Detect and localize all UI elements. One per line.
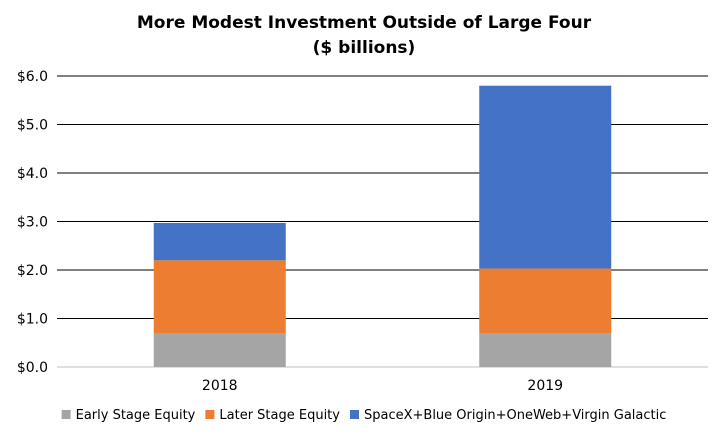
legend-item: SpaceX+Blue Origin+OneWeb+Virgin Galacti… [349, 408, 666, 423]
bar-2018-later-stage-equity [153, 260, 286, 334]
legend-label: Later Stage Equity [219, 408, 340, 423]
bar-2019-early-stage-equity [479, 333, 612, 367]
legend-label: Early Stage Equity [76, 408, 196, 423]
y-tick-label: $0.0 [17, 360, 48, 376]
x-tick-label: 2019 [527, 378, 563, 394]
axes: $0.0 $1.0 $2.0 $3.0 $4.0 $5.0 $6.0 2018 2019 [17, 69, 563, 394]
y-tick-label: $4.0 [17, 166, 48, 182]
chart-subtitle: ($ billions) [313, 38, 416, 58]
bar-2019-later-stage-equity [479, 268, 612, 334]
legend-swatch [205, 410, 215, 419]
y-tick-label: $6.0 [17, 69, 48, 85]
legend: Early Stage Equity Later Stage Equity Spac… [61, 408, 666, 423]
legend-swatch [61, 410, 71, 419]
legend-item: Early Stage Equity [61, 408, 196, 423]
bars [153, 85, 612, 367]
legend-swatch [349, 410, 359, 419]
y-tick-label: $2.0 [17, 263, 48, 279]
bar-2019-spacex-blue-origin-oneweb-virgin-galactic [479, 85, 612, 269]
legend-label: SpaceX+Blue Origin+OneWeb+Virgin Galacti… [364, 408, 666, 423]
x-tick-label: 2018 [202, 378, 238, 394]
chart-title: More Modest Investment Outside of Large … [137, 13, 592, 33]
legend-item: Later Stage Equity [205, 408, 340, 423]
y-tick-label: $3.0 [17, 215, 48, 231]
bar-2018-early-stage-equity [153, 333, 286, 367]
y-tick-label: $1.0 [17, 312, 48, 328]
bar-2018-spacex-blue-origin-oneweb-virgin-galactic [153, 222, 286, 261]
y-tick-label: $5.0 [17, 118, 48, 134]
